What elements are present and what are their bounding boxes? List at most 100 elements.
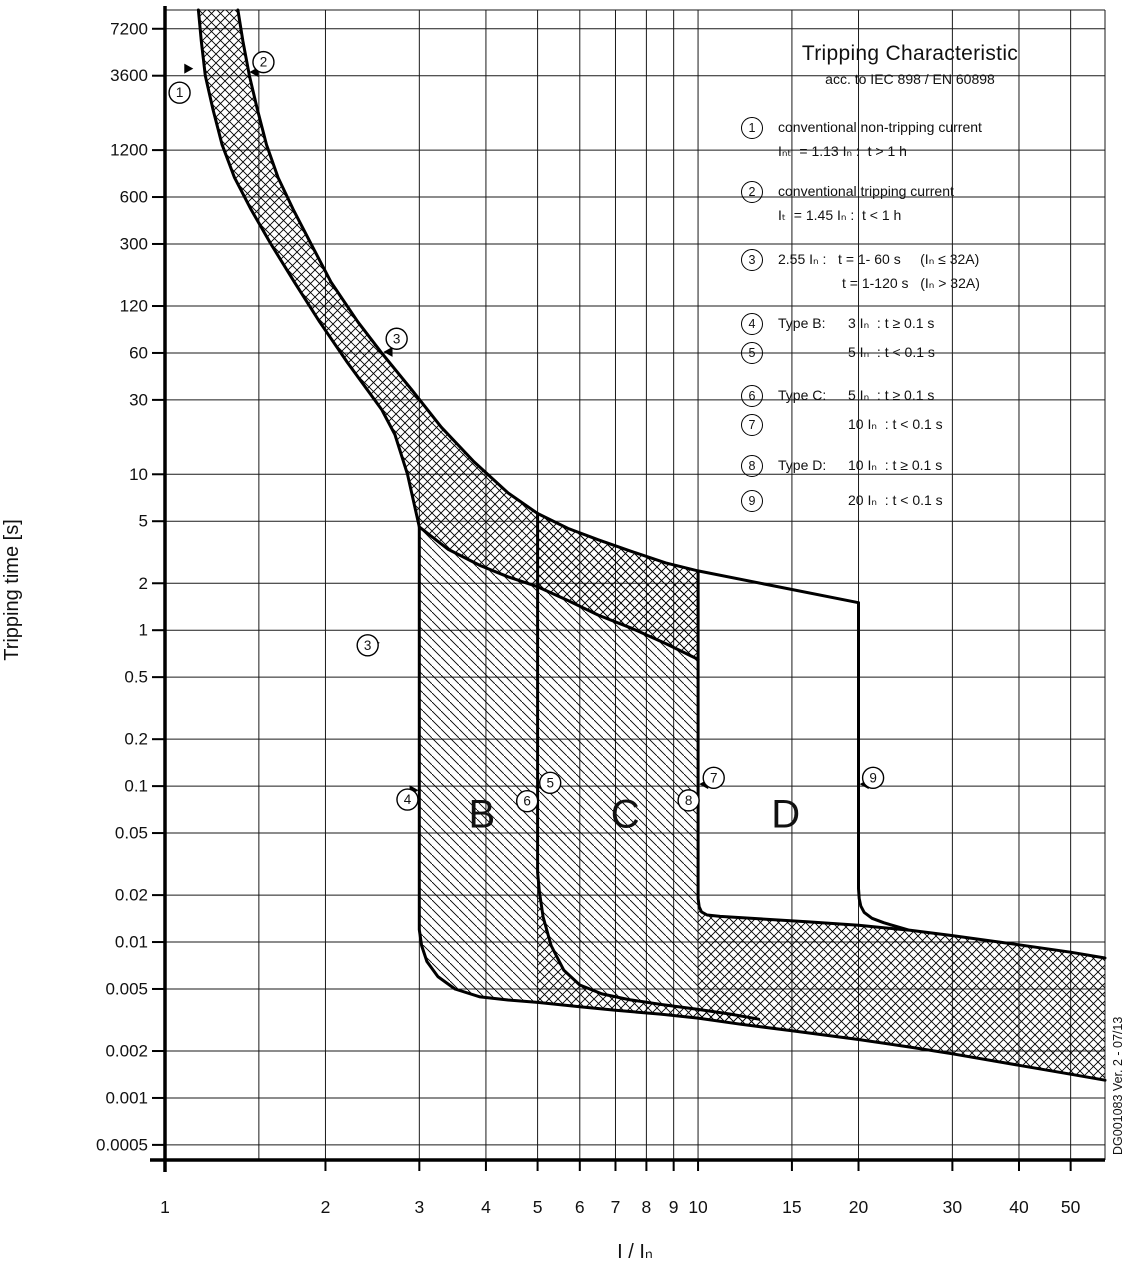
legend-marker-5: 5 bbox=[741, 342, 763, 364]
type-c-boundary bbox=[536, 512, 761, 1021]
legend-marker-8: 8 bbox=[741, 455, 763, 477]
y-tick-label: 0.1 bbox=[124, 777, 148, 796]
x-tick-label: 7 bbox=[611, 1197, 621, 1217]
legend-item-7: 7 10 Iₙ : t < 0.1 s bbox=[735, 414, 1085, 436]
legend-marker-1: 1 bbox=[741, 117, 763, 139]
marker-circle-2 bbox=[252, 50, 275, 74]
legend-item-text: Type D: 10 Iₙ : t ≥ 0.1 s bbox=[778, 457, 943, 473]
marker-number-4: 4 bbox=[404, 792, 412, 807]
x-tick-label: 15 bbox=[782, 1197, 801, 1217]
y-tick-label: 3600 bbox=[110, 66, 148, 85]
marker-number-3: 3 bbox=[393, 331, 401, 346]
x-tick-label: 1 bbox=[160, 1197, 170, 1217]
y-tick-label: 0.01 bbox=[115, 933, 148, 952]
y-tick-label: 7200 bbox=[110, 19, 148, 38]
legend-items: 1 conventional non-tripping current Iₙₜ = … bbox=[735, 117, 1085, 512]
legend-item-3: 3 2.55 Iₙ : t = 1- 60 s (Iₙ ≤ 32A) t = 1-1… bbox=[735, 249, 1085, 292]
marker-circle-3 bbox=[356, 634, 379, 657]
legend-marker-6: 6 bbox=[741, 385, 763, 407]
marker-circle-7 bbox=[702, 766, 725, 790]
type-b-boundary bbox=[417, 525, 1107, 1082]
legend-title: Tripping Characteristic bbox=[801, 42, 1019, 65]
legend-item-9: 9 20 Iₙ : t < 0.1 s bbox=[735, 490, 1085, 512]
legend-item-text: 2.55 Iₙ : t = 1- 60 s (Iₙ ≤ 32A) t = 1-12… bbox=[778, 251, 980, 291]
y-tick-label: 0.002 bbox=[105, 1042, 148, 1061]
y-tick-label: 0.5 bbox=[124, 668, 148, 687]
x-tick-label: 9 bbox=[669, 1197, 679, 1217]
marker-number-2: 2 bbox=[260, 55, 268, 70]
region-label-D: D bbox=[771, 792, 800, 836]
legend-marker-7: 7 bbox=[741, 414, 763, 436]
boundary-curves bbox=[196, 8, 1107, 1082]
x-tick-label: 20 bbox=[849, 1197, 869, 1217]
marker-wedge-3 bbox=[383, 346, 393, 357]
legend-item-text: 5 Iₙ : t < 0.1 s bbox=[848, 344, 935, 360]
y-tick-label: 0.02 bbox=[115, 886, 148, 905]
document-number: DG001083 Ver. 2 - 07/13 bbox=[1111, 1017, 1125, 1155]
legend-item-4: 4 Type B: 3 Iₙ : t ≥ 0.1 s bbox=[735, 313, 1085, 335]
y-tick-label: 0.001 bbox=[105, 1088, 148, 1107]
y-tick-label: 5 bbox=[139, 512, 148, 531]
thermal-lower-boundary bbox=[196, 8, 700, 661]
y-tick-label: 0.0005 bbox=[96, 1135, 148, 1154]
x-tick-label: 50 bbox=[1061, 1197, 1081, 1217]
x-axis-title: I / Iₙ bbox=[617, 1241, 653, 1263]
marker-number-3: 3 bbox=[364, 638, 372, 653]
legend-item-6: 6 Type C: 5 Iₙ : t ≥ 0.1 s bbox=[735, 385, 1085, 407]
y-tick-label: 1 bbox=[139, 621, 148, 640]
region-label-C: C bbox=[611, 792, 640, 836]
legend-item-text: 20 Iₙ : t < 0.1 s bbox=[848, 492, 943, 508]
x-tick-label: 8 bbox=[642, 1197, 652, 1217]
x-tick-label: 5 bbox=[533, 1197, 543, 1217]
x-tick-label: 3 bbox=[414, 1197, 424, 1217]
marker-wedge-1 bbox=[184, 63, 194, 74]
marker-circle-4 bbox=[396, 788, 419, 811]
legend-item-5: 5 5 Iₙ : t < 0.1 s bbox=[735, 342, 1085, 364]
legend-item-text: conventional non-tripping current Iₙₜ = 1… bbox=[778, 119, 982, 159]
marker-number-1: 1 bbox=[176, 85, 184, 100]
x-tick-label: 2 bbox=[321, 1197, 331, 1217]
y-tick-label: 1200 bbox=[110, 141, 148, 160]
legend-marker-9: 9 bbox=[741, 490, 763, 512]
region-c-fill bbox=[537, 513, 699, 1010]
x-tick-label: 30 bbox=[943, 1197, 963, 1217]
marker-number-5: 5 bbox=[546, 775, 554, 790]
y-axis-title: Tripping time [s] bbox=[1, 519, 23, 661]
y-tick-label: 30 bbox=[129, 390, 148, 409]
y-tick-label: 0.2 bbox=[124, 730, 148, 749]
x-tick-label: 40 bbox=[1009, 1197, 1029, 1217]
legend-item-2: 2 conventional tripping current Iₜ = 1.45 … bbox=[735, 181, 1085, 224]
marker-circle-8 bbox=[677, 789, 700, 812]
y-tick-label: 600 bbox=[120, 188, 148, 207]
legend-item-text: Type C: 5 Iₙ : t ≥ 0.1 s bbox=[778, 387, 935, 403]
legend-item-text: Type B: 3 Iₙ : t ≥ 0.1 s bbox=[778, 315, 935, 331]
type-d-boundary bbox=[696, 569, 1107, 960]
y-tick-label: 0.05 bbox=[115, 824, 148, 843]
region-labels: B C D bbox=[468, 792, 800, 836]
type-d-right-boundary bbox=[857, 601, 910, 932]
region-label-B: B bbox=[468, 792, 495, 836]
marker-circle-3 bbox=[385, 327, 408, 350]
marker-circle-5 bbox=[539, 771, 562, 795]
marker-number-6: 6 bbox=[523, 794, 531, 809]
legend-marker-3: 3 bbox=[741, 249, 763, 271]
marker-number-8: 8 bbox=[685, 793, 693, 808]
y-tick-label: 0.005 bbox=[105, 979, 148, 998]
y-tick-label: 10 bbox=[129, 465, 148, 484]
marker-number-9: 9 bbox=[869, 770, 877, 785]
axes: 7200360012006003001206030105210.50.20.10… bbox=[96, 6, 1105, 1217]
legend-item-text: 10 Iₙ : t < 0.1 s bbox=[848, 416, 943, 432]
marker-circle-6 bbox=[515, 790, 539, 813]
region-b-fill bbox=[419, 526, 538, 1003]
chart-legend: Tripping Characteristic acc. to IEC 898 … bbox=[735, 42, 1085, 512]
x-tick-label: 4 bbox=[481, 1197, 491, 1217]
marker-number-7: 7 bbox=[710, 770, 718, 785]
thermal-upper-boundary bbox=[236, 8, 860, 605]
marker-circle-9 bbox=[861, 766, 885, 790]
legend-marker-2: 2 bbox=[741, 181, 763, 203]
legend-subtitle: acc. to IEC 898 / EN 60898 bbox=[825, 71, 995, 87]
y-tick-label: 2 bbox=[139, 574, 148, 593]
